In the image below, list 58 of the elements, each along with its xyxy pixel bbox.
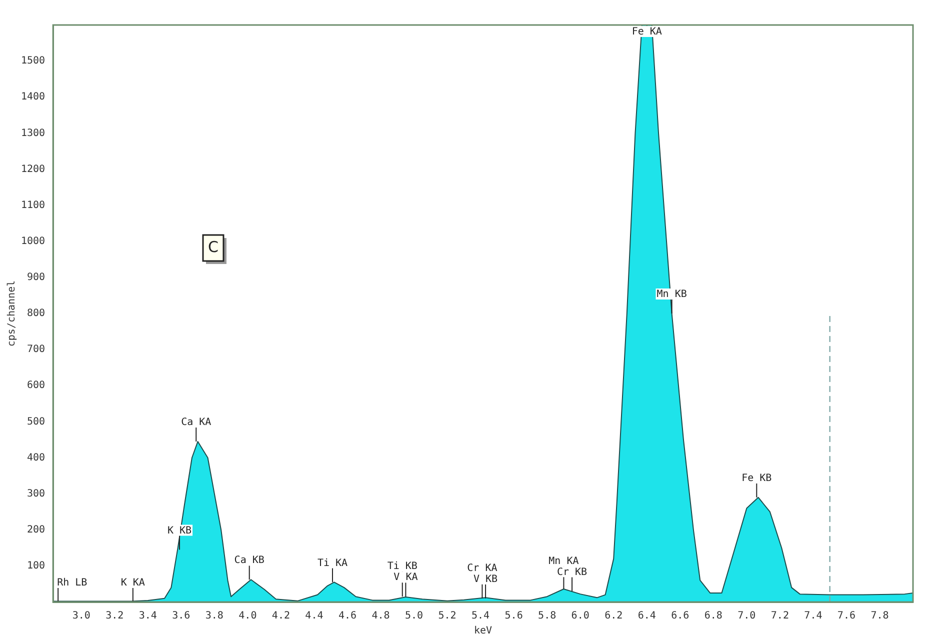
x-tick-label: 7.8 [870,610,889,622]
annotation: Fe KB [742,473,772,484]
x-tick-label: 3.8 [205,610,224,622]
y-tick-label: 1100 [20,200,46,211]
y-tick-label: 400 [27,452,46,464]
x-tick-label: 6.2 [604,610,623,622]
x-tick-label: 4.0 [238,610,257,622]
annotation: Rh LB [57,578,88,589]
x-tick-label: 7.6 [837,610,856,622]
y-tick-label: 700 [27,344,46,356]
annotation: Mn KB [656,289,687,300]
x-tick-label: 5.6 [504,610,523,622]
x-tick-label: 7.4 [804,610,822,622]
y-tick-label: 1000 [20,236,46,247]
y-tick-label: 300 [27,488,46,500]
y-tick-label: 500 [27,416,46,428]
x-axis-title: keV [474,626,492,637]
annotation: Cr KA [467,562,498,574]
x-tick-label: 5.0 [404,610,424,622]
x-tick-label: 4.8 [372,610,390,622]
x-tick-label: 4.4 [305,610,324,622]
annotation: Fe KA [632,26,662,38]
x-tick-label: 6.6 [671,610,690,622]
annotation: Ca KB [234,555,264,566]
y-tick-label: 100 [27,560,46,572]
annotation: Mn KA [548,556,579,567]
x-tick-label: 3.6 [172,610,190,622]
x-tick-label: 6.0 [571,610,590,622]
x-tick-label: 5.2 [438,610,456,622]
x-tick-label: 6.8 [704,610,722,622]
x-tick-label: 7.0 [738,610,756,622]
x-tick-label: 7.2 [770,610,789,622]
annotation: V KA [394,572,418,584]
y-axis-title: cps/channel [6,280,18,347]
annotation: Ca KA [181,417,212,428]
annotation: C [208,238,218,256]
x-tick-label: 3.4 [138,610,157,622]
y-tick-label: 800 [27,308,46,320]
y-tick-label: 600 [27,380,46,392]
x-tick-label: 6.4 [638,610,656,622]
x-tick-label: 3.2 [106,610,124,622]
annotation: K KA [120,578,145,589]
annotation: Cr KB [556,566,588,578]
x-tick-label: 5.4 [472,610,490,622]
x-tick-label: 5.8 [538,610,556,622]
y-tick-label: 1400 [20,92,46,103]
annotation: V KB [473,574,498,585]
annotation: Ti KB [387,561,418,572]
x-tick-label: 4.2 [272,610,290,622]
x-tick-label: 4.6 [338,610,357,622]
x-tick-label: 3.0 [72,610,90,622]
annotation: Ti KA [317,558,348,569]
annotation: K KB [167,525,192,536]
y-tick-label: 200 [27,524,46,536]
y-tick-label: 1300 [20,128,46,139]
y-tick-label: 1200 [20,164,46,175]
y-tick-label: 900 [27,272,46,284]
y-tick-label: 1500 [20,56,46,67]
